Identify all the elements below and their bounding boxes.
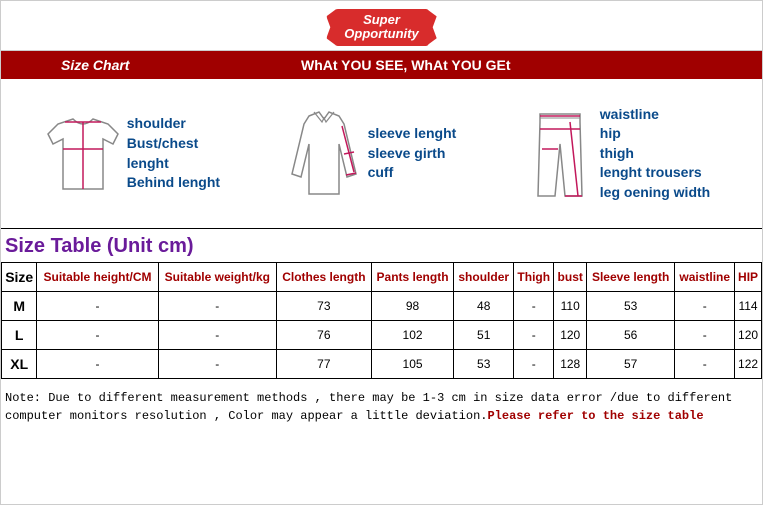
badge-line1: Super: [344, 13, 418, 27]
table-cell: 102: [371, 321, 454, 350]
pants-labels: waistline hip thigh lenght trousers leg …: [600, 105, 710, 203]
footnote: Note: Due to different measurement metho…: [1, 379, 762, 435]
table-cell: 57: [586, 350, 674, 379]
header-bar: Size Chart WhAt YOU SEE, WhAt YOU GEt: [1, 51, 762, 79]
table-cell: 122: [735, 350, 762, 379]
col-height: Suitable height/CM: [37, 263, 158, 292]
label: cuff: [368, 163, 457, 183]
tshirt-icon: [43, 104, 123, 204]
col-hip: HIP: [735, 263, 762, 292]
table-cell: -: [37, 321, 158, 350]
label: shoulder: [127, 114, 220, 134]
header-slogan: WhAt YOU SEE, WhAt YOU GEt: [241, 57, 702, 73]
label: hip: [600, 124, 710, 144]
col-pants: Pants length: [371, 263, 454, 292]
table-cell: -: [514, 321, 554, 350]
shirt-icon: [284, 104, 364, 204]
table-cell: -: [675, 292, 735, 321]
table-cell: 73: [276, 292, 371, 321]
table-cell: -: [158, 350, 276, 379]
table-cell: 105: [371, 350, 454, 379]
measurement-diagram: shoulder Bust/chest lenght Behind lenght…: [1, 79, 762, 229]
label: Bust/chest: [127, 134, 220, 154]
badge-line2: Opportunity: [344, 27, 418, 41]
label: thigh: [600, 144, 710, 164]
col-weight: Suitable weight/kg: [158, 263, 276, 292]
table-cell: 76: [276, 321, 371, 350]
table-cell: 48: [454, 292, 514, 321]
label: lenght trousers: [600, 163, 710, 183]
table-cell: 120: [735, 321, 762, 350]
table-cell: 120: [554, 321, 587, 350]
col-waist: waistline: [675, 263, 735, 292]
table-cell: -: [514, 292, 554, 321]
label: sleeve girth: [368, 144, 457, 164]
col-clothes: Clothes length: [276, 263, 371, 292]
table-cell: -: [675, 321, 735, 350]
label: waistline: [600, 105, 710, 125]
shirt-block: sleeve lenght sleeve girth cuff: [284, 104, 457, 204]
size-table-title: Size Table (Unit cm): [1, 229, 762, 262]
col-size: Size: [2, 263, 37, 292]
table-cell: 56: [586, 321, 674, 350]
table-cell: L: [2, 321, 37, 350]
table-cell: 98: [371, 292, 454, 321]
tshirt-labels: shoulder Bust/chest lenght Behind lenght: [127, 114, 220, 192]
table-cell: 128: [554, 350, 587, 379]
col-thigh: Thigh: [514, 263, 554, 292]
table-cell: 53: [454, 350, 514, 379]
pants-block: waistline hip thigh lenght trousers leg …: [520, 104, 710, 204]
label: lenght: [127, 154, 220, 174]
badge-bar: Super Opportunity: [1, 1, 762, 51]
label: sleeve lenght: [368, 124, 457, 144]
table-header-row: Size Suitable height/CM Suitable weight/…: [2, 263, 762, 292]
label: leg oening width: [600, 183, 710, 203]
col-shoulder: shoulder: [454, 263, 514, 292]
table-row: L--7610251-12056-120: [2, 321, 762, 350]
table-cell: -: [158, 321, 276, 350]
table-cell: 51: [454, 321, 514, 350]
col-sleeve: Sleeve length: [586, 263, 674, 292]
table-cell: M: [2, 292, 37, 321]
table-cell: 53: [586, 292, 674, 321]
table-cell: -: [158, 292, 276, 321]
table-cell: 110: [554, 292, 587, 321]
table-cell: 77: [276, 350, 371, 379]
table-cell: -: [514, 350, 554, 379]
table-cell: XL: [2, 350, 37, 379]
promo-badge: Super Opportunity: [334, 9, 428, 46]
table-row: XL--7710553-12857-122: [2, 350, 762, 379]
note-emph: Please refer to the size table: [487, 409, 703, 423]
table-cell: 114: [735, 292, 762, 321]
pants-icon: [520, 104, 600, 204]
table-cell: -: [37, 292, 158, 321]
header-title: Size Chart: [61, 57, 241, 73]
col-bust: bust: [554, 263, 587, 292]
tshirt-block: shoulder Bust/chest lenght Behind lenght: [43, 104, 220, 204]
table-row: M--739848-11053-114: [2, 292, 762, 321]
table-cell: -: [675, 350, 735, 379]
shirt-labels: sleeve lenght sleeve girth cuff: [368, 124, 457, 183]
table-cell: -: [37, 350, 158, 379]
size-table: Size Suitable height/CM Suitable weight/…: [1, 262, 762, 379]
label: Behind lenght: [127, 173, 220, 193]
